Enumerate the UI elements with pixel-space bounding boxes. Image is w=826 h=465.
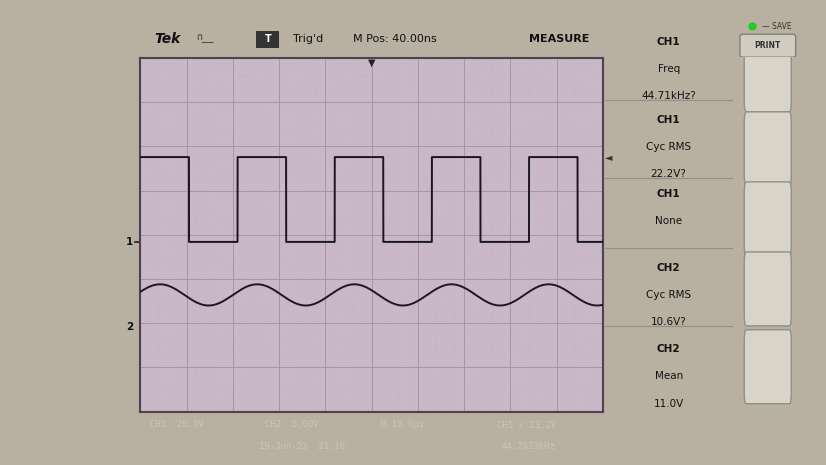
FancyBboxPatch shape [744, 38, 791, 112]
FancyBboxPatch shape [744, 330, 791, 404]
Text: 10.6V?: 10.6V? [651, 317, 686, 327]
FancyBboxPatch shape [256, 31, 279, 48]
Text: CH2  5.00V: CH2 5.00V [265, 420, 319, 429]
Text: None: None [655, 216, 682, 226]
Text: CH1: CH1 [657, 189, 681, 199]
Text: ∩__: ∩__ [196, 33, 214, 43]
Text: CH1  20.0V: CH1 20.0V [150, 420, 203, 429]
Text: 2: 2 [126, 322, 134, 332]
Text: Freq: Freq [657, 64, 680, 74]
FancyBboxPatch shape [744, 182, 791, 256]
Text: CH1 ∕ 23.2V: CH1 ∕ 23.2V [496, 420, 556, 429]
FancyBboxPatch shape [740, 34, 795, 57]
Text: T: T [264, 34, 272, 44]
Text: 44.7023kHz: 44.7023kHz [501, 442, 555, 451]
Text: M Pos: 40.00ns: M Pos: 40.00ns [353, 34, 437, 44]
FancyBboxPatch shape [744, 112, 791, 186]
Text: 1: 1 [126, 237, 134, 247]
Text: PRINT: PRINT [755, 41, 781, 50]
Text: Tek: Tek [154, 32, 181, 46]
Text: MEASURE: MEASURE [529, 34, 589, 44]
Text: M 10.0μs: M 10.0μs [381, 420, 424, 429]
Text: 22.2V?: 22.2V? [651, 169, 686, 179]
Text: Mean: Mean [654, 372, 683, 381]
Text: Cyc RMS: Cyc RMS [646, 290, 691, 300]
Text: ◄: ◄ [605, 152, 613, 162]
Text: CH2: CH2 [657, 344, 681, 354]
Text: 19-Jun-23  21:16: 19-Jun-23 21:16 [259, 442, 345, 451]
Text: Cyc RMS: Cyc RMS [646, 142, 691, 152]
Text: CH1: CH1 [657, 37, 681, 47]
Text: — SAVE: — SAVE [762, 21, 791, 31]
Text: 44.71kHz?: 44.71kHz? [641, 91, 696, 101]
Text: Trig'd: Trig'd [293, 34, 323, 44]
Text: CH1: CH1 [657, 114, 681, 125]
Text: 11.0V: 11.0V [653, 399, 684, 409]
Text: CH2: CH2 [657, 263, 681, 272]
Text: ▼: ▼ [368, 58, 376, 68]
FancyBboxPatch shape [744, 252, 791, 326]
